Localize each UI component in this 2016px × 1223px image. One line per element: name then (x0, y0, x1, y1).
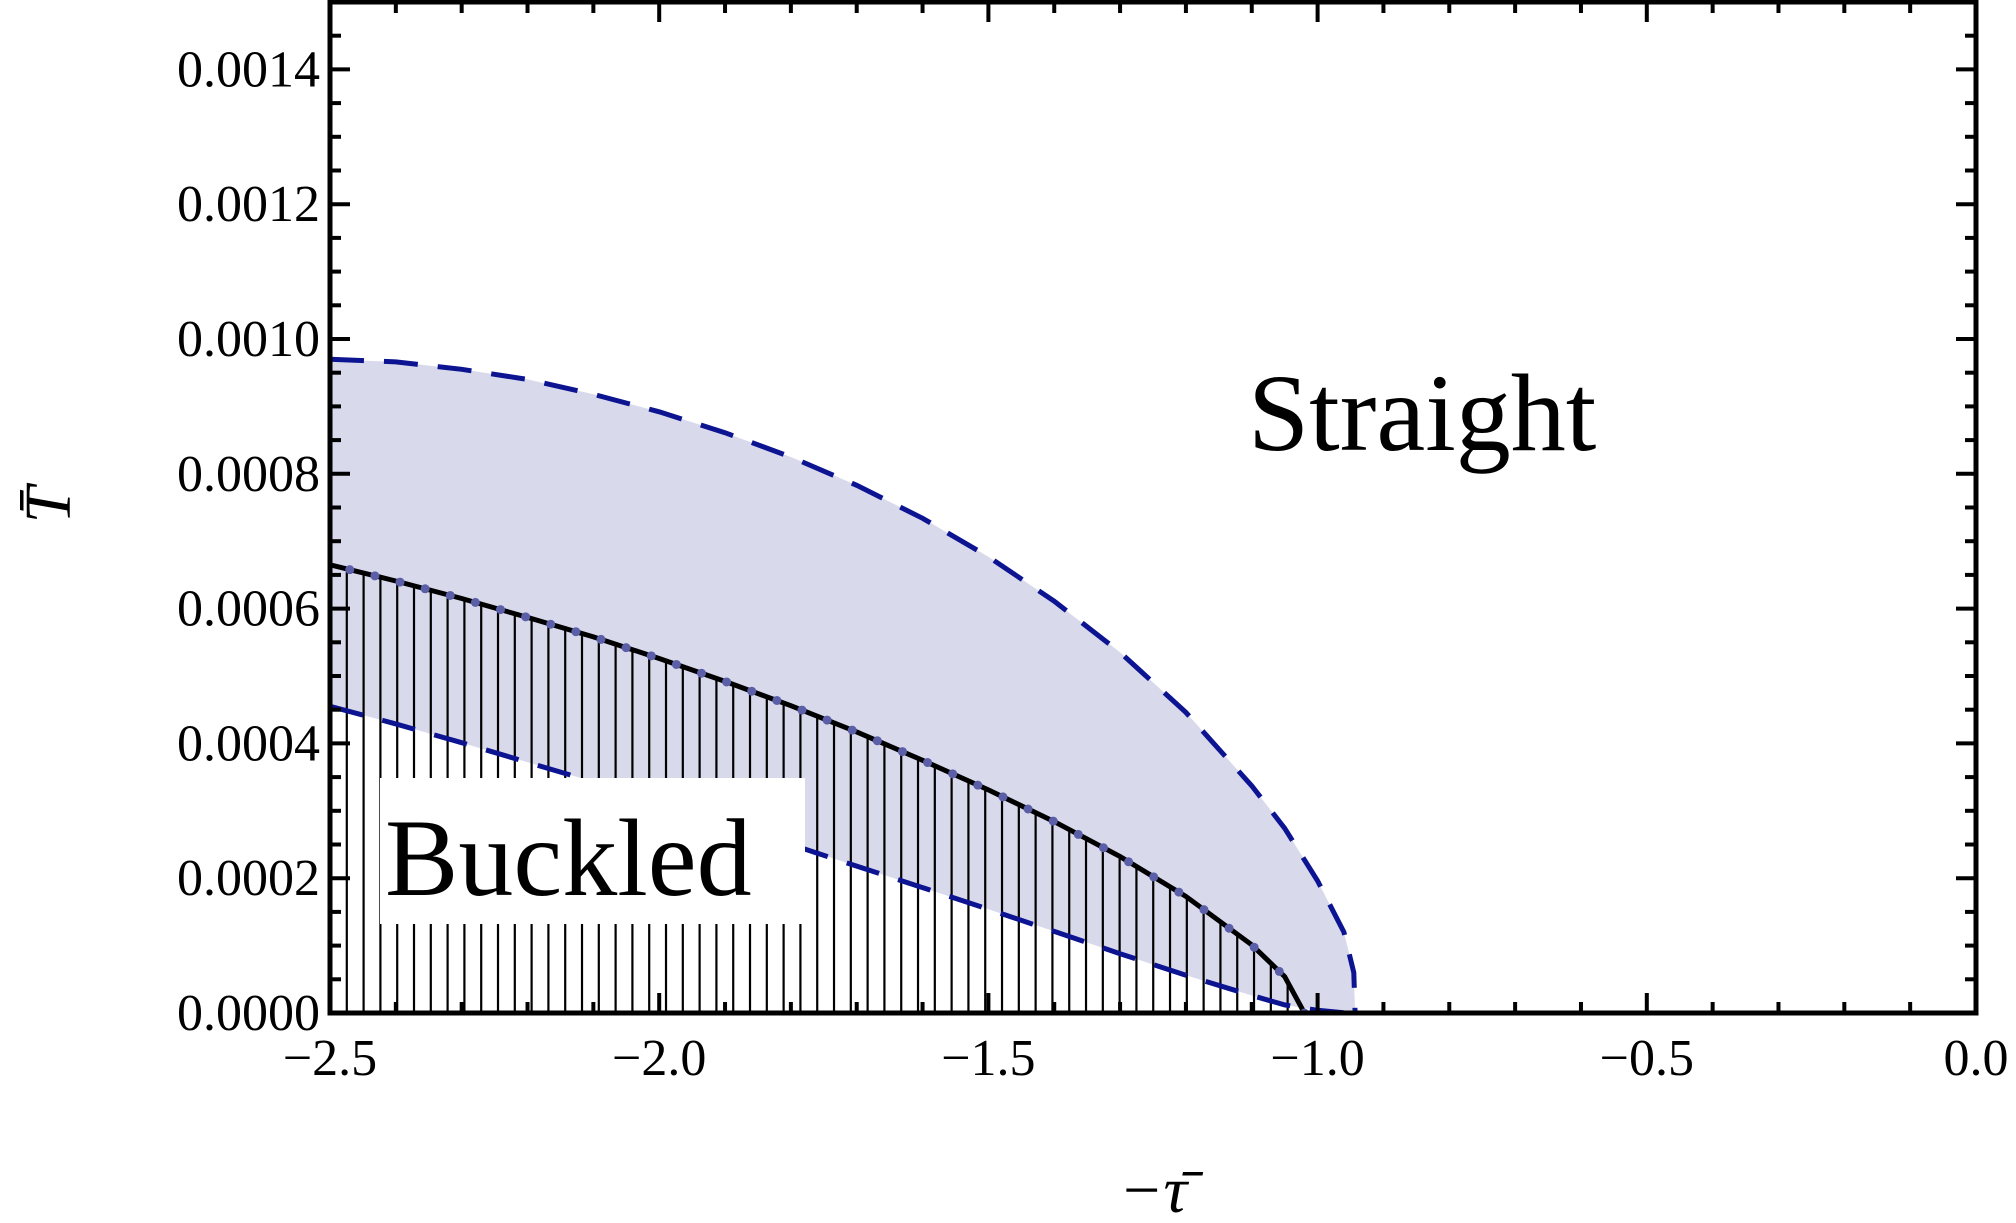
boundary-dot (923, 758, 933, 768)
boundary-dot (797, 705, 807, 715)
boundary-dot (1124, 857, 1134, 867)
band-fill-area (330, 359, 1356, 1013)
boundary-dot (495, 605, 505, 615)
boundary-dot (571, 627, 581, 637)
y-tick-label: 0.0010 (177, 311, 320, 368)
metastable-band (330, 359, 1356, 1013)
boundary-dot (772, 695, 782, 705)
tick-labels: −2.5 −2.0 −1.5 −1.0 −0.5 0.0 0.0000 0.0002 0.000… (177, 41, 2009, 1087)
x-tick-label: −1.5 (941, 1030, 1035, 1087)
boundary-dot (1023, 804, 1033, 814)
boundary-dot (998, 792, 1008, 802)
boundary-dot (470, 597, 480, 607)
lower-dashed-line (330, 703, 1356, 1013)
buckled-label-background (380, 778, 805, 924)
boundary-dot (1098, 843, 1108, 853)
boundary-dot (1174, 887, 1184, 897)
straight-region-label: Straight (1248, 352, 1596, 474)
boundary-dot (1199, 905, 1209, 915)
boundary-dot (847, 725, 857, 735)
boundary-dot (696, 668, 706, 678)
boundary-dot (973, 780, 983, 790)
upper-dashed-line (330, 356, 1358, 1013)
series-lines (330, 356, 1358, 1013)
y-tick-label: 0.0002 (177, 850, 320, 907)
boundary-dot (596, 634, 606, 644)
y-tick-label: 0.0000 (177, 985, 320, 1042)
x-tick-label: −2.5 (283, 1030, 377, 1087)
x-axis-label: −τ̄ (1119, 1154, 1204, 1223)
boundary-dot (1249, 942, 1259, 952)
boundary-dot (671, 659, 681, 669)
boundary-dot (521, 612, 531, 622)
y-tick-label: 0.0008 (177, 446, 320, 503)
boundary-dot (948, 769, 958, 779)
y-tick-label: 0.0012 (177, 176, 320, 233)
boundary-dots (345, 565, 1309, 1013)
boundary-dot (897, 747, 907, 757)
boundary-dot (1149, 872, 1159, 882)
boundary-dot (621, 643, 631, 653)
x-tick-label: −1.0 (1270, 1030, 1364, 1087)
y-axis-label: T̄ (12, 482, 85, 523)
x-tick-label: −2.0 (612, 1030, 706, 1087)
boundary-dot (370, 571, 380, 581)
boundary-dot (646, 651, 656, 661)
phase-boundary-line (330, 562, 1307, 1013)
x-tick-label: −0.5 (1600, 1030, 1694, 1087)
y-tick-label: 0.0004 (177, 715, 320, 772)
boundary-dot (1274, 966, 1284, 976)
boundary-dot (747, 686, 757, 696)
boundary-dot (345, 565, 355, 575)
boundary-dot (822, 715, 832, 725)
x-tick-label: 0.0 (1944, 1030, 2009, 1087)
boundary-dot (420, 584, 430, 594)
boundary-dot (445, 590, 455, 600)
boundary-dot (546, 619, 556, 629)
y-tick-label: 0.0014 (177, 41, 320, 98)
boundary-dot (1224, 923, 1234, 933)
boundary-dot (872, 736, 882, 746)
boundary-dot (1048, 816, 1058, 826)
boundary-dot (722, 677, 732, 687)
boundary-dot (395, 577, 405, 587)
boundary-dot (1073, 829, 1083, 839)
buckled-region-label: Buckled (385, 797, 752, 919)
axis-ticks (328, 0, 1978, 1015)
y-tick-label: 0.0006 (177, 581, 320, 638)
